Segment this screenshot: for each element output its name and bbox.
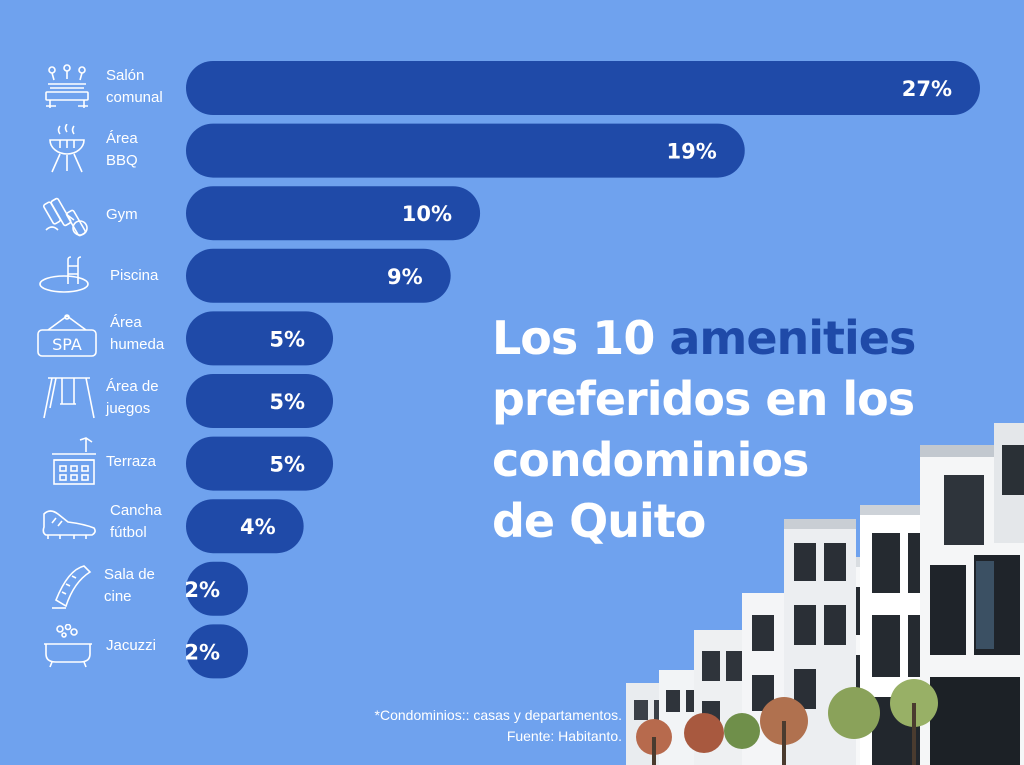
footnote: *Condominios:: casas y departamentos. Fu…: [300, 705, 622, 747]
footnote-line2: Fuente: Habitanto.: [506, 728, 622, 744]
bar-9: [186, 561, 248, 616]
bar-7: [186, 436, 334, 491]
bathtub-icon: [42, 624, 94, 668]
bar-value-label-1: 27%: [902, 77, 952, 101]
bar-6: [186, 374, 334, 428]
bar-10: [186, 624, 248, 679]
football-boot-icon: [40, 506, 98, 540]
chart-title: Los 10 amenities preferidos en los condo…: [492, 308, 1012, 552]
building-row-front: [860, 423, 1024, 765]
bar-8: [186, 499, 304, 554]
label-salon-comunal: Salón comunal: [106, 67, 163, 106]
party-table-icon: [42, 64, 92, 110]
bar-value-label-4: 9%: [387, 265, 423, 289]
bar-value-label-3: 10%: [402, 202, 452, 226]
rooftop-terrace-icon: [50, 436, 98, 486]
title-part2: preferidos en los: [492, 372, 915, 426]
title-part4: de Quito: [492, 494, 706, 548]
spa-sign-icon: SPA: [36, 314, 98, 358]
label-cancha-futbol: Cancha fútbol: [110, 502, 162, 541]
bar-5: [186, 311, 334, 366]
svg-text:SPA: SPA: [52, 335, 82, 354]
label-terraza: Terraza: [106, 453, 157, 470]
film-strip-icon: [50, 564, 94, 610]
tree-row: [636, 679, 938, 765]
label-sala-de-cine: Sala de cine: [104, 566, 155, 605]
condominium-photo: [626, 423, 1024, 765]
bar-4: [186, 248, 451, 303]
bar-2: [186, 123, 745, 178]
bar-value-label-6: 5%: [269, 390, 305, 414]
bar-value-label-2: 19%: [666, 140, 716, 164]
pool-icon: [38, 256, 94, 294]
label-piscina: Piscina: [110, 267, 159, 284]
title-accent: amenities: [669, 311, 916, 365]
bars-layer: 27% 19% 10% 9% 5% 5% 5% 4% 2% 2%: [184, 61, 980, 679]
title-part1: Los 10: [492, 311, 670, 365]
dumbbell-icon: [42, 194, 92, 238]
footnote-line1: *Condominios:: casas y departamentos.: [374, 707, 622, 723]
label-area-humeda: Área humeda: [110, 314, 165, 353]
label-gym: Gym: [106, 206, 138, 223]
bar-value-label-8: 4%: [240, 515, 276, 539]
label-jacuzzi: Jacuzzi: [106, 637, 157, 654]
title-part3: condominios: [492, 433, 809, 487]
bar-1: [186, 61, 980, 115]
bar-3: [186, 186, 481, 241]
bbq-grill-icon: [46, 124, 88, 174]
bar-value-label-10: 2%: [184, 640, 220, 664]
bar-value-label-7: 5%: [269, 453, 305, 477]
label-area-bbq: Área BBQ: [106, 130, 138, 169]
bar-value-label-5: 5%: [269, 327, 305, 351]
label-area-de-juegos: Área de juegos: [106, 378, 159, 417]
bar-value-label-9: 2%: [184, 578, 220, 602]
swing-icon: [42, 374, 96, 420]
